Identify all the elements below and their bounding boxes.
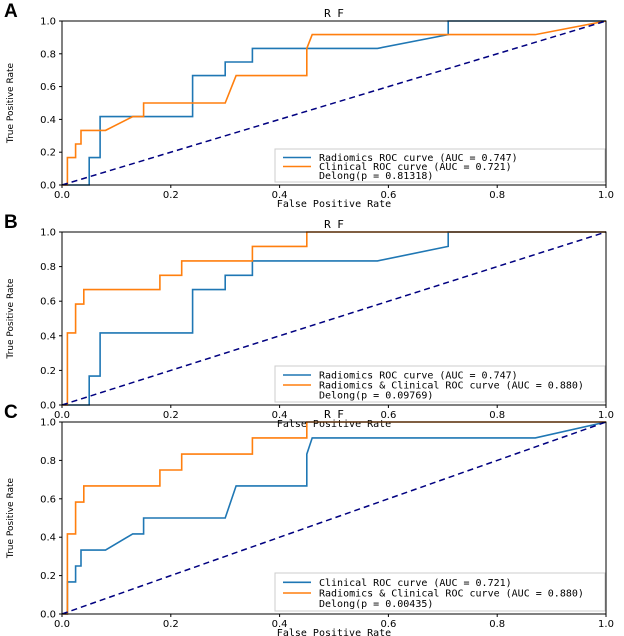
roc-line-1 [62, 421, 606, 615]
y-tick-label: 0.2 [40, 366, 56, 377]
panel-letter: A [4, 1, 18, 22]
chart-panel-a: A R F 0.00.0 0.2 0.2 0.4 0.4 0.6 0.6 0.8 0.8 1.0 1.0… [4, 1, 614, 210]
x-tick-label: 0.8 [489, 410, 505, 421]
legend-entry: Radiomics ROC curve (AUC = 0.747) [319, 153, 518, 164]
chance-diagonal-line [61, 20, 607, 186]
panel-letter: C [4, 402, 18, 423]
y-axis-label: True Positive Rate [6, 278, 16, 360]
x-tick-label: 0.2 [163, 410, 179, 421]
x-tick-label: 0.2 [163, 190, 179, 201]
x-tick-label: 0.0 [54, 619, 70, 630]
roc-line-0 [62, 231, 606, 406]
chance-diagonal-line [61, 231, 607, 406]
legend-box [274, 572, 606, 612]
y-tick-label: 0.8 [40, 262, 56, 273]
plot-frame [61, 231, 607, 406]
y-tick-label: 0.8 [40, 456, 56, 467]
y-tick-label: 1.0 [40, 228, 56, 239]
chart-title: R F [324, 408, 344, 421]
chart-title: R F [324, 7, 344, 20]
x-axis-label: False Positive Rate [277, 628, 391, 636]
legend-delong-pvalue: Delong(p = 0.00435) [319, 599, 433, 610]
x-axis-label: False Positive Rate [277, 419, 391, 430]
y-tick-label: 0.0 [40, 401, 56, 412]
y-tick-label: 0.0 [40, 610, 56, 621]
y-tick-label: 0.4 [40, 533, 56, 544]
y-tick-label: 1.0 [40, 418, 56, 429]
y-tick-label: 0.6 [40, 82, 56, 93]
chart-panel-b: B R F 0.00.0 0.2 0.2 0.4 0.4 0.6 0.6 0.8 0.8 1.0 1.0… [4, 212, 614, 430]
x-tick-label: 0.0 [54, 410, 70, 421]
y-tick-label: 0.0 [40, 181, 56, 192]
roc-line-1 [62, 231, 606, 406]
legend-delong-pvalue: Delong(p = 0.81318) [319, 171, 433, 182]
x-tick-label: 1.0 [598, 190, 614, 201]
y-tick-label: 0.2 [40, 571, 56, 582]
plot-frame [61, 20, 607, 186]
x-tick-label: 0.0 [54, 190, 70, 201]
x-axis-label: False Positive Rate [277, 199, 391, 210]
y-tick-label: 1.0 [40, 17, 56, 28]
y-tick-label: 0.4 [40, 115, 56, 126]
legend-delong-pvalue: Delong(p = 0.09769) [319, 391, 433, 402]
x-tick-label: 1.0 [598, 410, 614, 421]
x-tick-label: 0.8 [489, 190, 505, 201]
plot-frame [61, 421, 607, 615]
y-tick-label: 0.8 [40, 49, 56, 60]
x-tick-label: 0.6 [380, 410, 396, 421]
legend-entry: Radiomics & Clinical ROC curve (AUC = 0.… [319, 589, 584, 600]
y-tick-label: 0.6 [40, 297, 56, 308]
legend-entry: Radiomics & Clinical ROC curve (AUC = 0.… [319, 381, 584, 392]
chance-diagonal-line [61, 421, 607, 615]
y-axis-label: True Positive Rate [6, 62, 16, 144]
y-tick-label: 0.2 [40, 148, 56, 159]
y-tick-label: 0.4 [40, 331, 56, 342]
roc-line-0 [62, 20, 606, 186]
x-tick-label: 0.8 [489, 619, 505, 630]
legend-entry: Clinical ROC curve (AUC = 0.721) [319, 578, 512, 589]
y-axis-label: True Positive Rate [6, 477, 16, 559]
x-tick-label: 0.6 [380, 619, 396, 630]
panel-letter: B [4, 212, 18, 233]
y-tick-label: 0.6 [40, 494, 56, 505]
legend-box [274, 365, 606, 403]
legend-entry: Radiomics ROC curve (AUC = 0.747) [319, 371, 518, 382]
roc-line-1 [62, 20, 607, 186]
chart-title: R F [324, 218, 344, 231]
x-tick-label: 0.6 [380, 190, 396, 201]
roc-line-0 [62, 421, 607, 615]
legend-entry: Clinical ROC curve (AUC = 0.721) [319, 162, 512, 173]
x-tick-label: 0.2 [163, 619, 179, 630]
x-tick-label: 0.4 [272, 410, 288, 421]
x-tick-label: 0.4 [272, 190, 288, 201]
x-tick-label: 1.0 [598, 619, 614, 630]
x-tick-label: 0.4 [272, 619, 288, 630]
legend-box [274, 148, 606, 183]
